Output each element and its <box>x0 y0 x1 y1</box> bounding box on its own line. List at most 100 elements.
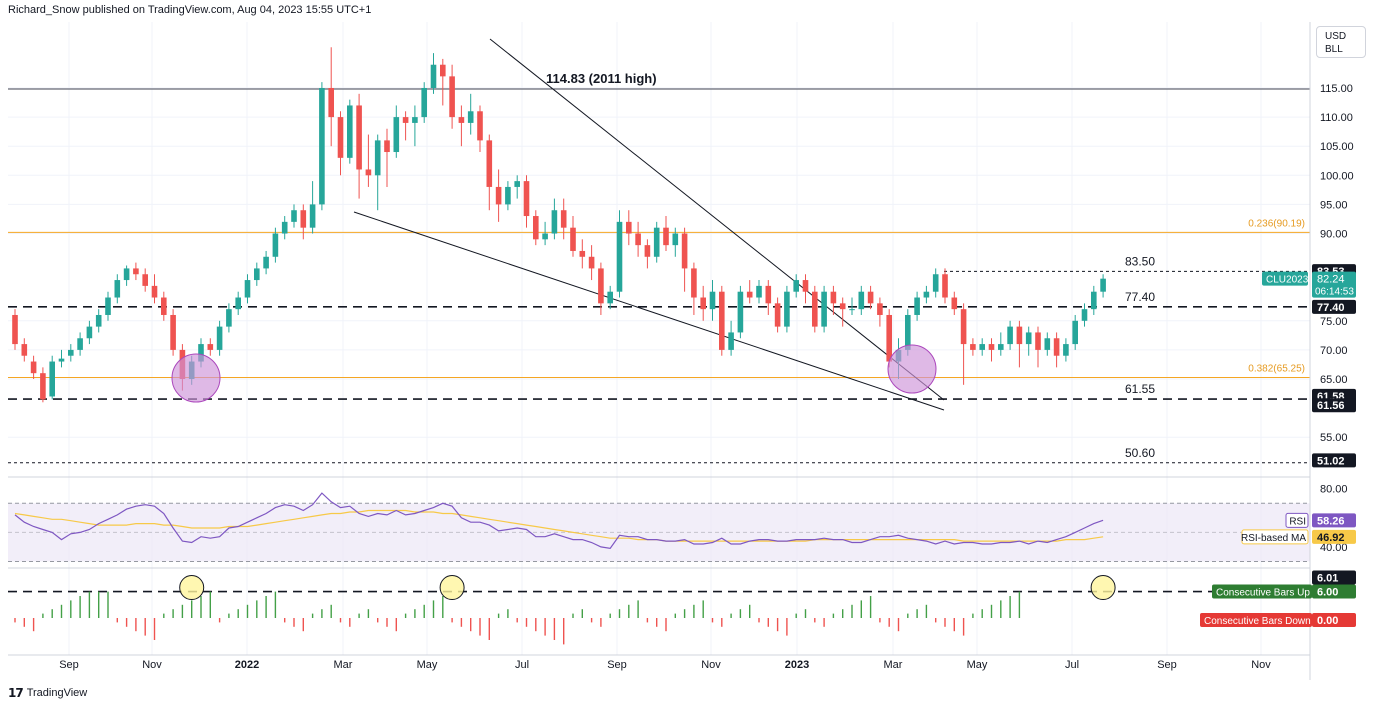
y-tick-label: 105.00 <box>1320 141 1354 153</box>
candle-body <box>1100 278 1106 292</box>
candle-body <box>430 64 437 88</box>
candle-body <box>1091 291 1097 310</box>
candle-body <box>802 280 809 292</box>
consec-marker-2 <box>1090 575 1116 601</box>
currency-unit-box[interactable]: USD BLL <box>1316 26 1366 58</box>
level-label-1: 0.236(90.19) <box>1248 218 1305 229</box>
rsi-tick-label: 40.00 <box>1320 542 1348 554</box>
candle-body <box>393 117 400 153</box>
candle-body <box>1044 338 1051 350</box>
publish-caption: Richard_Snow published on TradingView.co… <box>8 4 372 16</box>
candle-body <box>644 245 651 257</box>
consec-down-label: Consecutive Bars Down <box>1204 616 1311 627</box>
lower-wedge-line <box>353 211 945 411</box>
candle-body <box>793 280 799 292</box>
x-tick-label: May <box>967 659 988 671</box>
consec-marker-0 <box>179 575 205 601</box>
candle-body <box>123 268 130 281</box>
consec-up-label-bg <box>1212 584 1312 599</box>
candle-body <box>1072 320 1078 345</box>
level-label-2: 83.50 <box>1125 254 1155 268</box>
unit-label: BLL <box>1325 44 1343 55</box>
candle-body <box>328 88 334 118</box>
candle-body <box>291 210 297 222</box>
candle-body <box>849 309 855 311</box>
tradingview-brand[interactable]: 𝟭𝟳 TradingView <box>8 686 87 700</box>
candle-body <box>607 291 613 304</box>
candle-body <box>626 221 632 234</box>
rsi-panel <box>8 476 1310 569</box>
y-tick-label: 70.00 <box>1320 345 1348 357</box>
trendlines <box>353 38 945 411</box>
candle-body <box>309 204 316 228</box>
candle-body <box>216 326 223 350</box>
candle-body <box>281 221 288 234</box>
candle-body <box>198 344 204 362</box>
candle-body <box>774 303 781 327</box>
price-tag-3-bg <box>1312 398 1356 413</box>
candle-body <box>477 111 483 141</box>
level-label-6: 50.60 <box>1125 446 1155 460</box>
candle-body <box>839 303 846 310</box>
candle-body <box>784 291 790 327</box>
candle-body <box>337 117 344 158</box>
candle-body <box>105 297 111 315</box>
price-tag-1-text: 77.40 <box>1317 302 1345 314</box>
candle-body <box>21 344 28 356</box>
consec-down-value: 0.00 <box>1317 615 1338 627</box>
candle-body <box>551 210 558 234</box>
candle-body <box>133 268 139 275</box>
candle-body <box>691 268 697 298</box>
rsi-tick-label: 80.00 <box>1320 484 1348 496</box>
tradingview-logo-icon: 𝟭𝟳 <box>8 686 24 700</box>
rsi-ma-tag-label: RSI-based MA <box>1241 533 1306 544</box>
candle-body <box>226 309 232 327</box>
candle-body <box>458 117 465 123</box>
candle-body <box>151 285 158 298</box>
y-tick-label: 90.00 <box>1320 229 1348 241</box>
candle-body <box>421 88 427 118</box>
candle-body <box>449 76 455 118</box>
candle-body <box>533 216 539 240</box>
candle-body <box>467 111 474 123</box>
consecutive-bars-panel <box>8 575 1310 656</box>
candle-body <box>579 250 586 257</box>
y-tick-label: 65.00 <box>1320 374 1348 386</box>
candle-body <box>728 332 734 350</box>
candle-body <box>765 285 772 304</box>
x-tick-label: 2023 <box>785 659 809 671</box>
candle-body <box>235 297 241 310</box>
candle-body <box>1025 332 1032 345</box>
candle-body <box>114 280 121 298</box>
candle-body <box>384 140 390 153</box>
candle-body <box>356 105 362 170</box>
candle-body <box>942 274 948 298</box>
rsi-ma-tag-label-bg <box>1241 529 1309 545</box>
y-tick-label: 110.00 <box>1320 112 1353 124</box>
candle-body <box>495 186 502 205</box>
candle-body <box>979 344 985 350</box>
level-label-3: 77.40 <box>1125 290 1155 304</box>
symbol-tag-text: CLU2023 <box>1266 275 1309 286</box>
candle-body <box>86 326 93 339</box>
consec-up-label: Consecutive Bars Up <box>1216 588 1310 599</box>
x-tick-label: Nov <box>142 659 162 671</box>
candle-body <box>867 291 874 304</box>
countdown-text: 06:14:53 <box>1315 287 1354 298</box>
candle-body <box>300 210 307 228</box>
candle-body <box>663 227 669 246</box>
candle-body <box>374 140 381 176</box>
highlight-circle-1 <box>887 344 937 394</box>
rsi-tag-label: RSI <box>1289 516 1306 527</box>
symbol-tag-bg <box>1262 271 1308 286</box>
candle-body <box>719 291 725 350</box>
candle-body <box>505 186 511 205</box>
candle-body <box>1081 309 1088 321</box>
candle-body <box>588 256 595 269</box>
candle-body <box>254 268 260 281</box>
x-tick-label: 2022 <box>235 659 259 671</box>
rsi-ma-tag-value: 46.92 <box>1317 532 1345 544</box>
candle-body <box>886 314 892 362</box>
axes: 115.00 110.00 105.00 100.00 95.00 90.00 75.00 7… <box>59 22 1354 680</box>
